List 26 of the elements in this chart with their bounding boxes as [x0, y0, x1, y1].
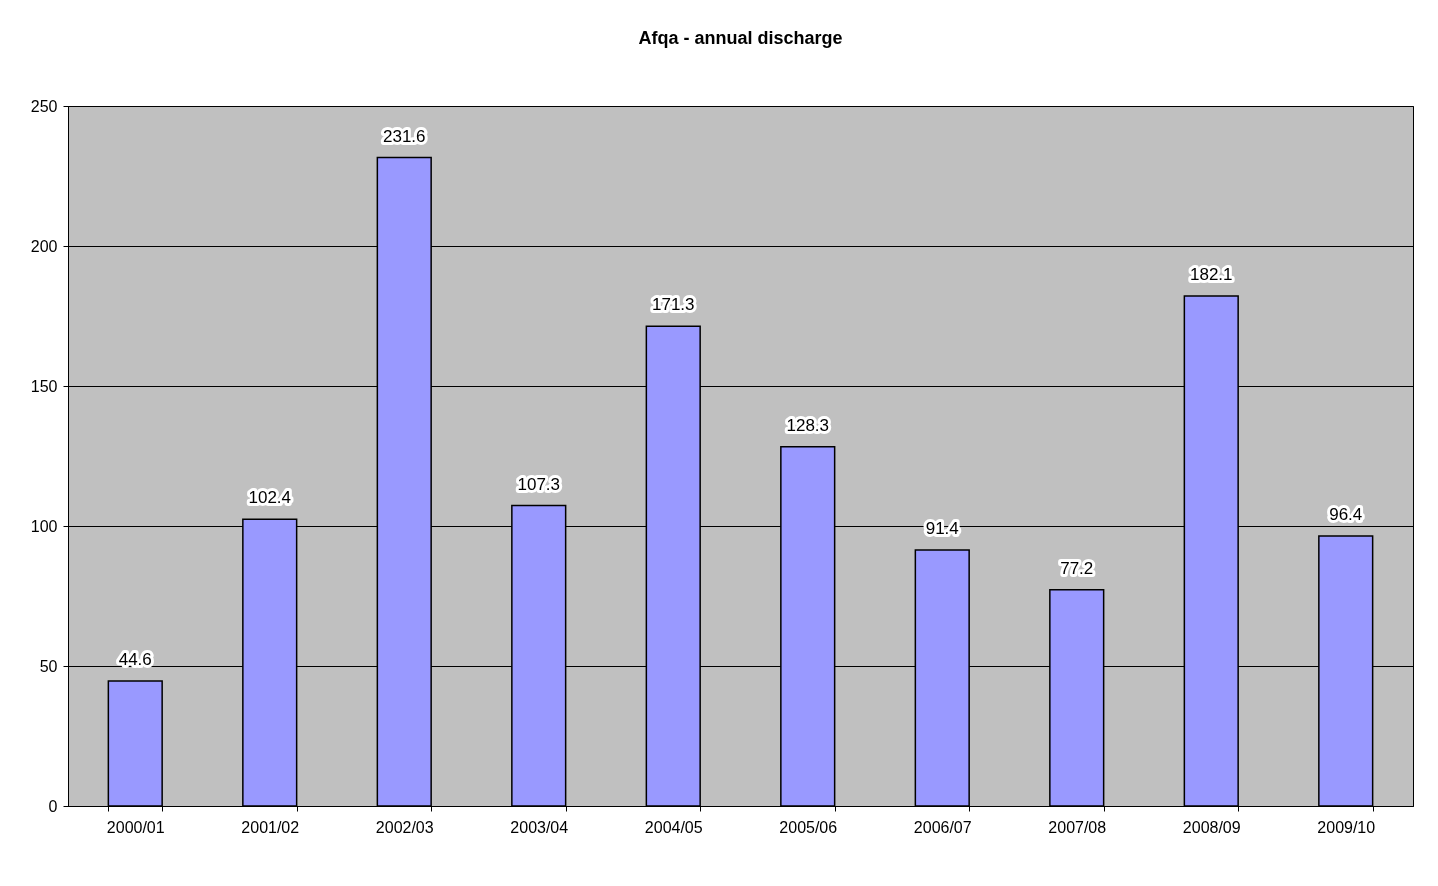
data-label: 231.6 [382, 126, 426, 146]
x-tick-label: 2004/05 [644, 818, 703, 836]
y-tick-label: 0 [48, 797, 58, 815]
y-tick-label: 200 [30, 237, 58, 255]
x-tick-label: 2002/03 [375, 818, 434, 836]
x-tick-label: 2006/07 [913, 818, 972, 836]
data-label: 107.3 [517, 474, 561, 494]
x-tick-label: 2000/01 [106, 818, 165, 836]
data-label: 44.6 [118, 650, 152, 670]
y-tick-label: 250 [30, 97, 58, 115]
y-tick-label: 50 [39, 657, 58, 675]
x-tick-label: 2007/08 [1048, 818, 1107, 836]
y-tick-label: 150 [30, 377, 58, 395]
x-tick-label: 2008/09 [1182, 818, 1241, 836]
data-label: 128.3 [786, 415, 830, 435]
x-tick-label: 2005/06 [779, 818, 838, 836]
data-label: 77.2 [1060, 558, 1094, 578]
data-label: 102.4 [248, 488, 292, 508]
data-label: 171.3 [651, 295, 695, 315]
chart-title: Afqa - annual discharge [638, 28, 843, 48]
x-tick-label: 2009/10 [1317, 818, 1376, 836]
x-tick-label: 2003/04 [510, 818, 569, 836]
x-tick-label: 2001/02 [241, 818, 300, 836]
data-label: 182.1 [1189, 265, 1233, 285]
data-label: 96.4 [1329, 505, 1363, 525]
y-tick-label: 100 [30, 517, 58, 535]
